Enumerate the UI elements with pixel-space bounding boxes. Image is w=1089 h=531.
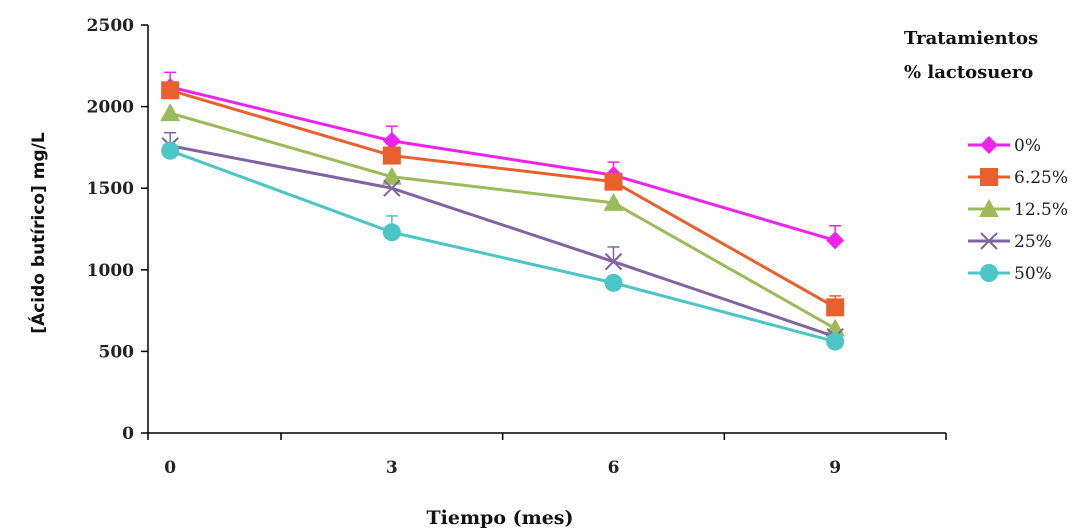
x-tick-label: 6 (608, 458, 620, 478)
series-1 (161, 81, 845, 317)
legend-swatch-marker (980, 232, 998, 250)
data-point (826, 332, 845, 351)
legend-item-3: 25% (968, 232, 1052, 252)
data-point (603, 192, 624, 211)
legend-swatch-marker (980, 136, 998, 154)
data-point (161, 141, 180, 160)
legend-swatch-marker (980, 264, 998, 282)
series-line (169, 88, 836, 309)
axes (147, 25, 946, 434)
legend-swatch-marker (980, 168, 998, 186)
series-line (169, 111, 836, 330)
series-layer (160, 71, 846, 351)
legend-label: 25% (1014, 232, 1052, 252)
data-point (382, 223, 401, 242)
data-point (381, 166, 402, 185)
data-point (826, 298, 845, 317)
series-line (169, 144, 836, 339)
legend-swatch-marker (979, 199, 999, 217)
data-point (604, 252, 623, 271)
data-point (161, 81, 180, 100)
data-point (160, 103, 181, 122)
legend-item-4: 50% (968, 264, 1052, 284)
y-tick-label: 2500 (87, 16, 134, 36)
series-0 (161, 71, 845, 250)
y-tick-label: 1500 (87, 179, 134, 199)
marker-stroke (980, 232, 998, 250)
legend-item-0: 0% (968, 136, 1041, 156)
marker-stroke (604, 252, 623, 271)
y-tick-label: 1000 (87, 261, 134, 281)
legend-item-2: 12.5% (968, 199, 1068, 220)
legend: Tratamientos % lactosuero 0% 6.25% 12.5% 25… (904, 28, 1068, 284)
legend-title-line-2: % lactosuero (904, 62, 1033, 83)
x-ticks: 0 3 6 9 (147, 433, 947, 478)
data-point (604, 172, 623, 191)
legend-label: 12.5% (1014, 200, 1068, 220)
data-point (826, 231, 845, 250)
data-point (382, 131, 401, 150)
series-2 (160, 103, 846, 337)
series-line (169, 85, 836, 242)
y-ticks: 0 500 1000 1500 2000 2500 (87, 16, 148, 444)
x-tick-label: 0 (164, 458, 176, 478)
legend-title-line-1: Tratamientos (904, 28, 1038, 49)
x-tick-label: 3 (386, 458, 398, 478)
x-tick-label: 9 (829, 458, 841, 478)
data-point (382, 146, 401, 165)
legend-label: 50% (1014, 264, 1052, 284)
y-axis-title: [Ácido butírico] mg/L (27, 132, 49, 334)
y-tick-label: 0 (122, 424, 134, 444)
marker-stroke (383, 179, 401, 197)
series-line (169, 149, 836, 344)
legend-label: 0% (1014, 136, 1041, 156)
y-tick-label: 2000 (87, 98, 134, 118)
data-point (604, 273, 623, 292)
legend-label: 6.25% (1014, 168, 1068, 188)
series-4 (161, 141, 845, 351)
data-point (383, 179, 401, 197)
x-axis-title: Tiempo (mes) (427, 507, 574, 529)
series-3 (161, 131, 844, 346)
legend-item-1: 6.25% (968, 168, 1068, 188)
y-tick-label: 500 (99, 342, 135, 362)
